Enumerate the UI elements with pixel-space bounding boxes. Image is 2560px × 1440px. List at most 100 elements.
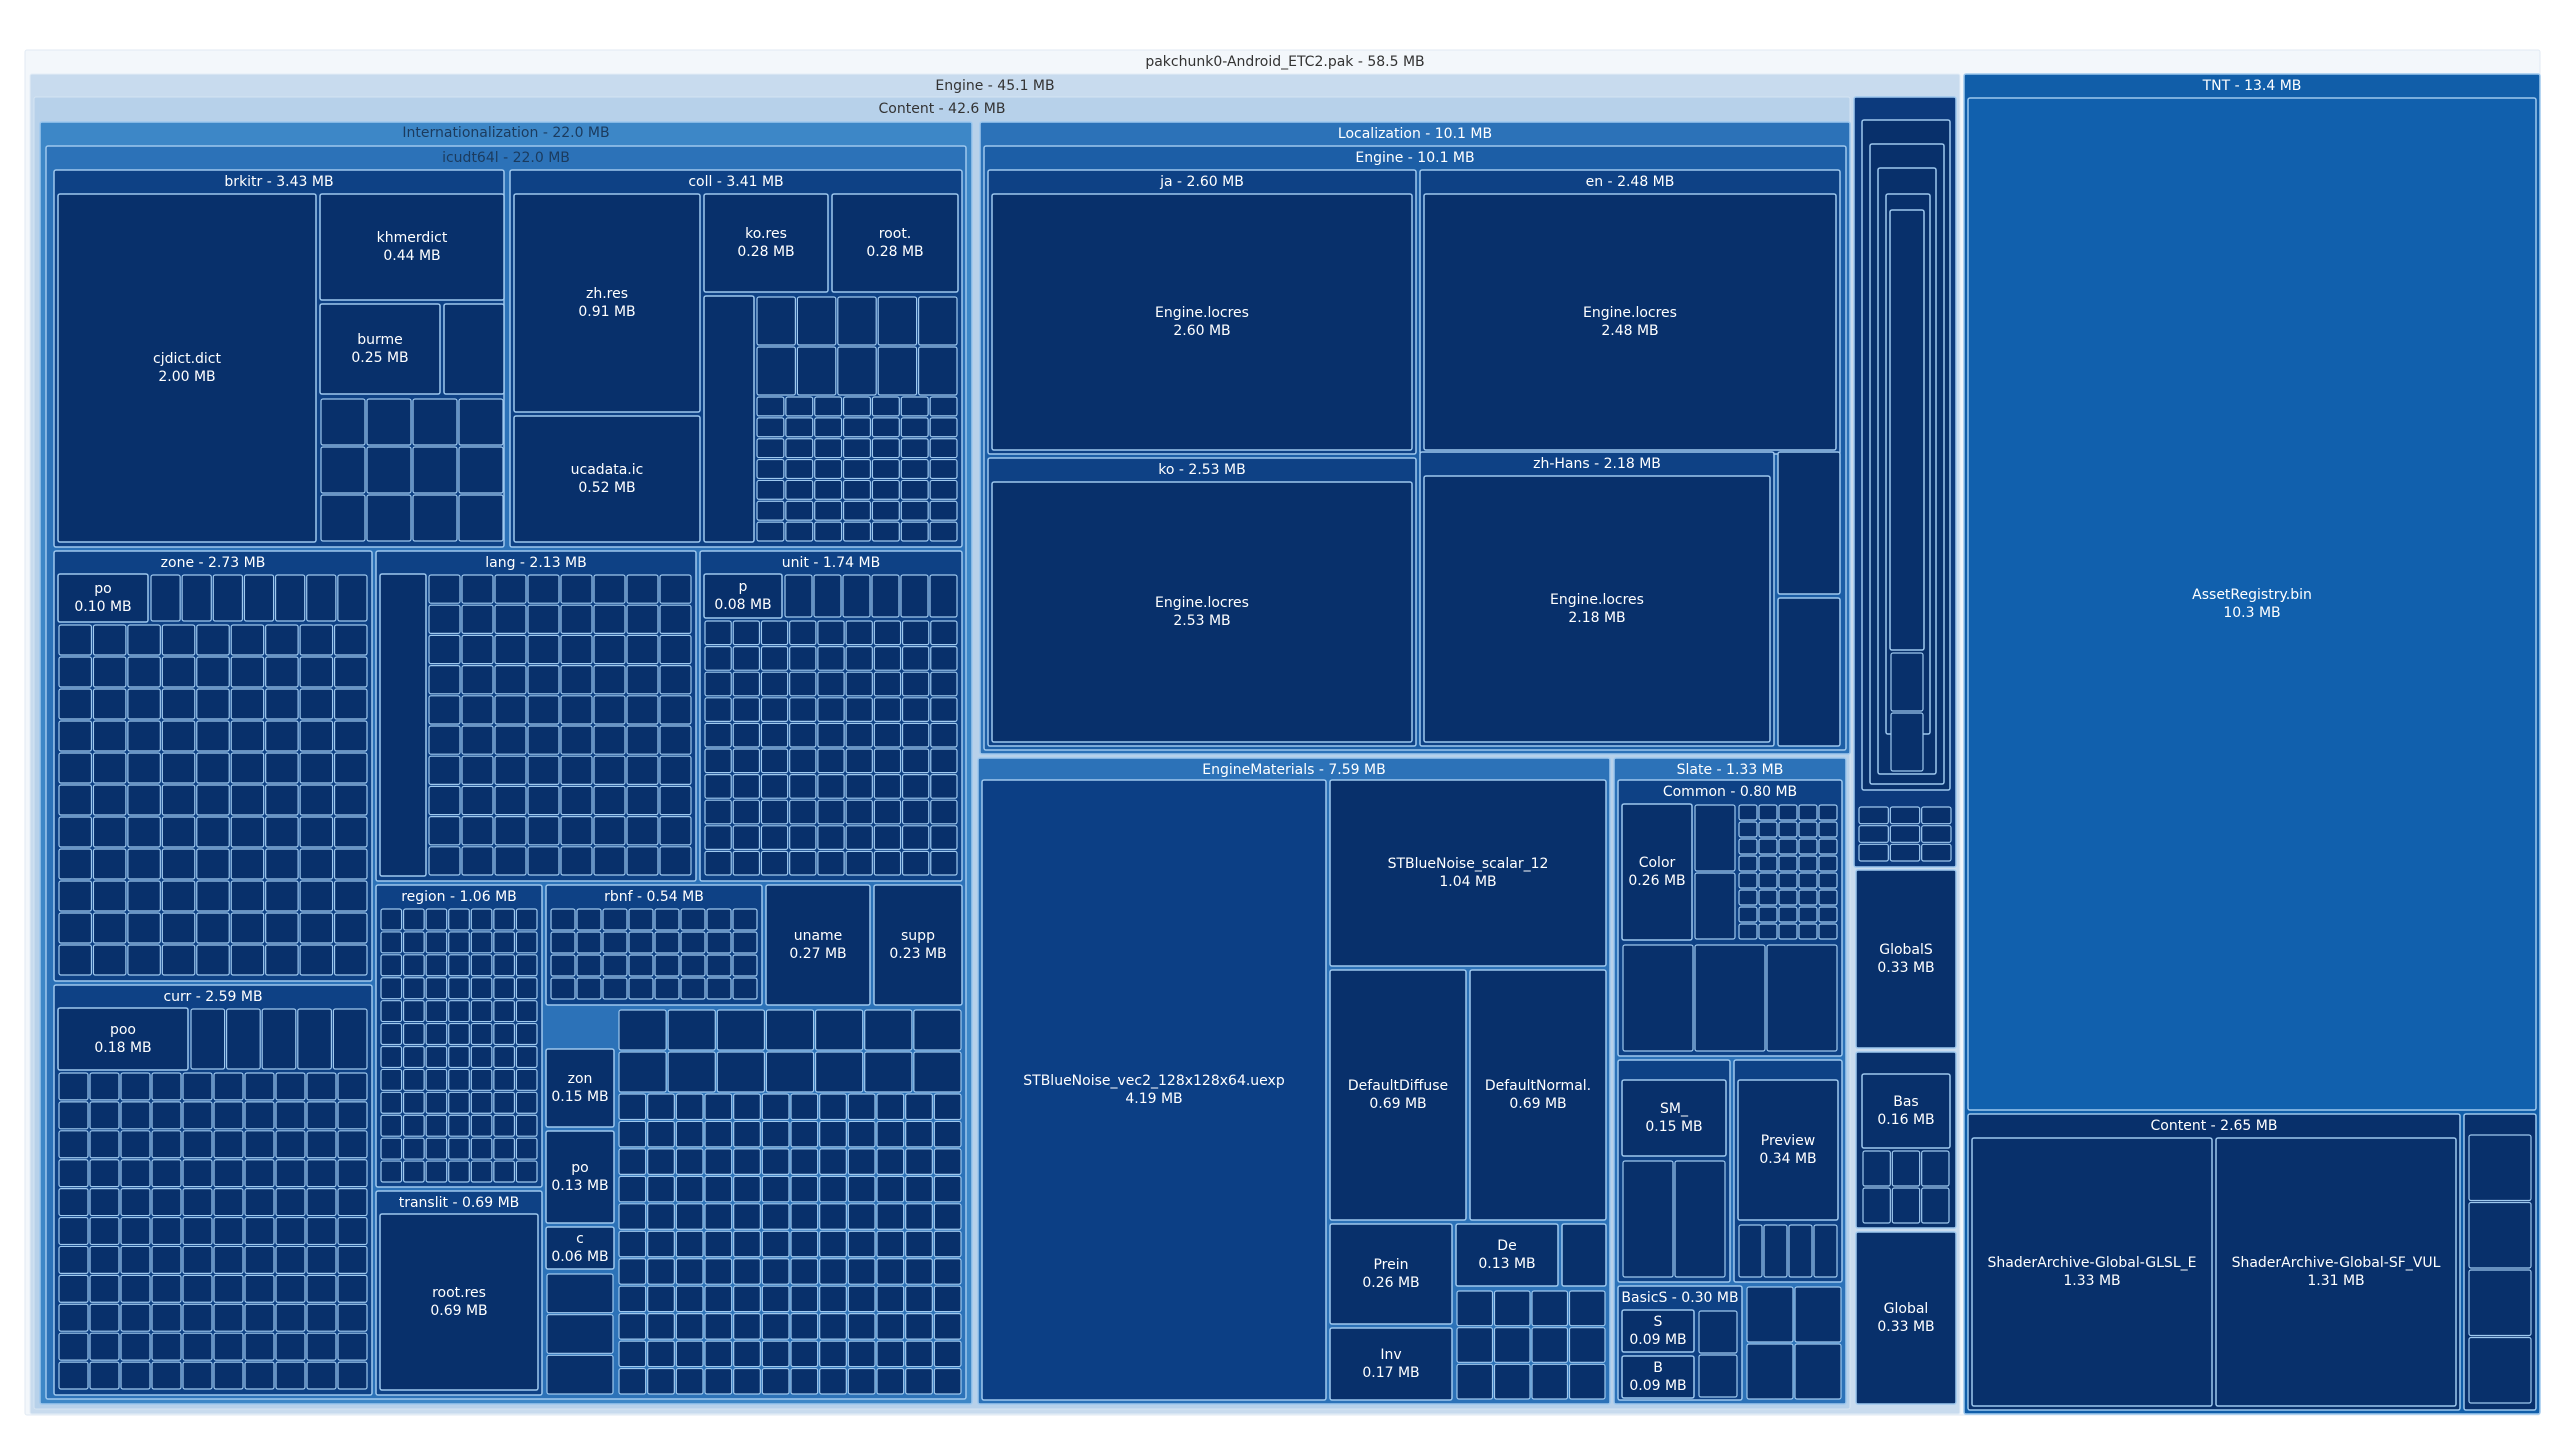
unit-small-file[interactable] <box>817 850 845 876</box>
curr-small-file[interactable] <box>120 1101 151 1130</box>
unit-small-file[interactable] <box>873 722 902 748</box>
unit-small-file[interactable] <box>704 645 732 671</box>
misc-small-file[interactable] <box>905 1285 933 1313</box>
region-small-file[interactable] <box>515 908 538 931</box>
rbnf-small-file[interactable] <box>654 908 680 931</box>
region-small-file[interactable] <box>425 1068 448 1091</box>
coll-small-file[interactable] <box>814 417 843 438</box>
rbnf-small-file[interactable] <box>602 954 628 977</box>
curr-small-file[interactable] <box>213 1130 244 1159</box>
inv[interactable] <box>1329 1327 1453 1401</box>
materials-small-file[interactable] <box>1456 1290 1494 1327</box>
zone-small-file[interactable] <box>161 624 196 656</box>
misc-small-file[interactable] <box>790 1148 819 1175</box>
coll-small-file[interactable] <box>756 521 785 542</box>
bas-small-file[interactable] <box>1891 1187 1921 1224</box>
zone-small-file[interactable] <box>161 848 196 880</box>
curr-small-file[interactable] <box>244 1159 275 1188</box>
region-small-file[interactable] <box>470 954 493 977</box>
region-small-file[interactable] <box>448 908 470 931</box>
unit-small-file[interactable] <box>760 748 789 774</box>
curr-small-file[interactable] <box>306 1072 337 1101</box>
materials-small-file[interactable] <box>1561 1223 1607 1287</box>
region-small-file[interactable] <box>515 1068 538 1091</box>
misc-small-file[interactable] <box>933 1367 962 1395</box>
slate-small-file[interactable] <box>1818 923 1838 940</box>
lang-small-file[interactable] <box>494 695 527 725</box>
rbnf-small-file[interactable] <box>602 977 628 1000</box>
curr-small-file[interactable] <box>89 1101 120 1130</box>
slate-preview[interactable] <box>1737 1079 1839 1221</box>
unit-small-file[interactable] <box>900 574 929 618</box>
lang-small-file[interactable] <box>560 846 593 876</box>
coll-small-file[interactable] <box>929 396 958 417</box>
misc-small-file[interactable] <box>618 1285 647 1313</box>
unit-small-file[interactable] <box>760 671 789 697</box>
materials-small-file[interactable] <box>1531 1363 1569 1400</box>
curr-small-file[interactable] <box>89 1216 120 1246</box>
unit-small-file[interactable] <box>817 722 845 748</box>
misc-small-file[interactable] <box>819 1203 847 1230</box>
zone-small-file[interactable] <box>230 944 265 976</box>
zone-small-file[interactable] <box>196 784 230 816</box>
misc-small-file[interactable] <box>933 1285 962 1313</box>
curr-small-file[interactable] <box>120 1216 151 1246</box>
misc-small-file[interactable] <box>819 1313 847 1340</box>
zone-small-file[interactable] <box>127 656 161 688</box>
coll-small-file[interactable] <box>842 438 872 459</box>
slate-small-file[interactable] <box>1778 821 1798 838</box>
lang-small-file[interactable] <box>560 725 593 755</box>
curr-small-file[interactable] <box>89 1130 120 1159</box>
zone-small-file[interactable] <box>299 880 334 912</box>
misc-small-file[interactable] <box>876 1093 905 1121</box>
slate-small-file[interactable] <box>1778 923 1798 940</box>
misc-small-file[interactable] <box>704 1285 733 1313</box>
misc-small-file[interactable] <box>647 1340 675 1368</box>
region-small-file[interactable] <box>402 1045 425 1069</box>
zone-small-file[interactable] <box>230 816 265 848</box>
curr-small-file[interactable] <box>190 1008 226 1070</box>
curr-small-file[interactable] <box>58 1159 89 1188</box>
slate-small-file[interactable] <box>1766 944 1838 1052</box>
region-small-file[interactable] <box>493 1137 516 1160</box>
zone-small-file[interactable] <box>127 816 161 848</box>
lang-small-file[interactable] <box>593 664 626 695</box>
zone-small-file[interactable] <box>127 688 161 720</box>
unit-small-file[interactable] <box>732 645 761 671</box>
region-small-file[interactable] <box>380 1114 403 1137</box>
region-small-file[interactable] <box>493 1068 516 1091</box>
engine-misc-file[interactable] <box>1858 806 1889 825</box>
unit-small-file[interactable] <box>901 850 930 876</box>
coll-small-file[interactable] <box>900 500 929 521</box>
unit-small-file[interactable] <box>901 825 930 850</box>
zone-small-file[interactable] <box>161 880 196 912</box>
zone-small-file[interactable] <box>306 574 337 622</box>
brkitr-small-file[interactable] <box>366 494 412 542</box>
curr-small-file[interactable] <box>89 1361 120 1390</box>
misc-small-file[interactable] <box>618 1258 647 1285</box>
curr-small-file[interactable] <box>89 1245 120 1274</box>
misc-small-file[interactable] <box>647 1148 675 1175</box>
misc-small-file[interactable] <box>933 1093 962 1121</box>
misc-small-file[interactable] <box>647 1230 675 1258</box>
region-small-file[interactable] <box>402 1000 425 1023</box>
misc-small-file[interactable] <box>704 1148 733 1175</box>
region-small-file[interactable] <box>448 1091 470 1114</box>
coll-small-file[interactable] <box>785 458 814 480</box>
zone-small-file[interactable] <box>92 720 127 752</box>
region-small-file[interactable] <box>515 1137 538 1160</box>
zone-small-file[interactable] <box>92 816 127 848</box>
curr-small-file[interactable] <box>244 1130 275 1159</box>
curr-small-file[interactable] <box>244 1188 275 1217</box>
unit-small-file[interactable] <box>817 620 845 646</box>
lang-small-file[interactable] <box>593 634 626 665</box>
slate-small-file[interactable] <box>1778 906 1798 923</box>
unit-small-file[interactable] <box>704 850 732 876</box>
region-small-file[interactable] <box>493 908 516 931</box>
slate-small-file[interactable] <box>1694 804 1736 872</box>
engine-misc-file[interactable] <box>1858 843 1889 862</box>
region-small-file[interactable] <box>448 1045 470 1069</box>
locale-zh-hans-locres[interactable] <box>1423 475 1771 743</box>
region-small-file[interactable] <box>402 1114 425 1137</box>
slate-small-file[interactable] <box>1798 923 1818 940</box>
